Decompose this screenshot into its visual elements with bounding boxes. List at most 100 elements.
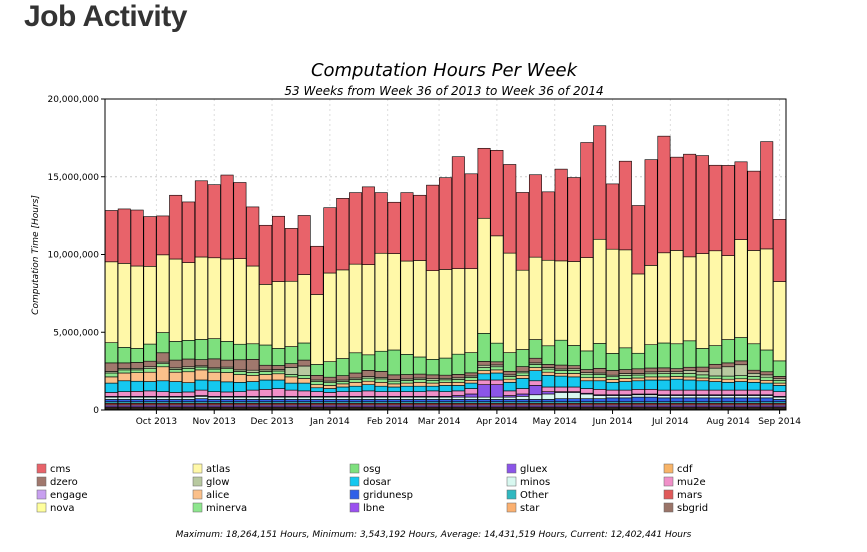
- bar-segment-atlas: [336, 269, 350, 359]
- bar-segment-atlas: [451, 268, 465, 355]
- bar-segment-minos: [336, 396, 350, 400]
- bar-segment-minos: [708, 395, 722, 399]
- bar-segment-mu2e: [528, 380, 542, 386]
- y-tick-label: 0: [93, 406, 99, 416]
- bar-segment-atlas: [606, 248, 620, 354]
- bar-segment-minos: [297, 396, 311, 400]
- bar-segment-glow: [477, 364, 491, 368]
- bar-segment-minos: [169, 396, 183, 400]
- bar-segment-alice: [464, 379, 478, 384]
- bar-segment-mu2e: [271, 388, 285, 397]
- bar-segment-minos: [310, 396, 324, 400]
- bar-segment-cms: [567, 177, 581, 262]
- legend-swatch-cdf: [663, 463, 674, 474]
- bar-segment-mu2e: [760, 389, 774, 396]
- bar-segment-alice: [387, 383, 401, 388]
- x-tick-label: Sep 2014: [758, 417, 801, 427]
- bar-segment-gridunesp: [490, 399, 504, 403]
- bar-segment-atlas: [143, 266, 157, 345]
- bar-segment-cms: [644, 159, 658, 266]
- bar-segment-atlas: [349, 263, 363, 354]
- bar-segment-minerva: [336, 381, 350, 385]
- bar-segment-minerva: [503, 376, 517, 380]
- bar-segment-dosar: [734, 381, 748, 391]
- bar-segment-alice: [683, 376, 697, 381]
- bar-segment-dosar: [567, 376, 581, 388]
- legend-label-mu2e: mu2e: [677, 477, 706, 488]
- bar-segment-alice: [631, 377, 645, 382]
- legend-label-star: star: [520, 503, 540, 514]
- bar-segment-alice: [670, 376, 684, 380]
- bar-segment-dzero: [657, 367, 671, 373]
- bar-segment-mu2e: [631, 389, 645, 395]
- bar-segment-minerva: [670, 372, 684, 377]
- bar-segment-dzero: [490, 361, 504, 366]
- bar-segment-dzero: [708, 363, 722, 369]
- bar-segment-dzero: [618, 369, 632, 374]
- bar-segment-gridunesp: [554, 398, 568, 403]
- legend-label-cms: cms: [50, 464, 70, 475]
- bar-segment-minos: [374, 396, 388, 400]
- legend-swatch-sbgrid: [663, 502, 674, 513]
- bar-segment-cms: [387, 201, 401, 254]
- bar-segment-mu2e: [503, 390, 517, 396]
- bar-segment-alice: [297, 378, 311, 384]
- x-tick-label: Dec 2013: [250, 417, 293, 427]
- bar-segment-cms: [182, 201, 195, 263]
- bar-segment-alice: [233, 374, 247, 383]
- bar-segment-osg: [554, 339, 568, 366]
- bar-segment-osg: [130, 348, 144, 363]
- bar-segment-alice: [156, 366, 170, 382]
- bar-segment-dzero: [117, 362, 131, 369]
- bar-segment-atlas: [541, 259, 555, 347]
- bar-segment-glow: [708, 367, 722, 377]
- bar-segment-cms: [169, 194, 183, 260]
- bar-segment-minos: [182, 396, 195, 400]
- bar-segment-atlas: [708, 250, 722, 346]
- bar-segment-dzero: [734, 360, 748, 366]
- bar-segment-dosar: [580, 380, 594, 389]
- bar-segment-atlas: [387, 253, 401, 351]
- bar-segment-gridunesp: [387, 399, 401, 403]
- bar-segment-alice: [657, 376, 671, 381]
- bar-segment-osg: [271, 348, 285, 366]
- bar-segment-dzero: [259, 364, 273, 371]
- bar-segment-alice: [503, 378, 517, 383]
- bar-segment-minos: [516, 396, 530, 400]
- bar-segment-atlas: [182, 262, 195, 341]
- bar-segment-dosar: [387, 386, 401, 392]
- bar-segment-gridunesp: [683, 397, 697, 403]
- bar-segment-dosar: [336, 386, 350, 392]
- bar-segment-osg: [541, 345, 555, 365]
- bar-segment-gridunesp: [606, 397, 620, 403]
- y-tick-label: 10,000,000: [47, 251, 99, 261]
- bar-segment-minerva: [657, 373, 671, 378]
- bar-segment-gluex: [528, 385, 542, 396]
- x-tick-label: Jun 2014: [592, 417, 633, 427]
- legend-label-glow: glow: [206, 477, 229, 488]
- bar-segment-minos: [387, 396, 401, 400]
- bar-segment-osg: [207, 338, 221, 360]
- bar-segment-cms: [451, 156, 465, 269]
- bar-segment-atlas: [644, 265, 658, 345]
- bar-segment-alice: [117, 372, 131, 382]
- bar-segment-dzero: [773, 376, 787, 380]
- bar-segment-minerva: [310, 381, 324, 385]
- bar-segment-gridunesp: [233, 399, 247, 403]
- bar-segment-gridunesp: [721, 397, 735, 403]
- bar-segment-cms: [400, 192, 414, 262]
- bar-segment-dzero: [760, 371, 774, 376]
- bar-segment-gridunesp: [156, 399, 170, 403]
- bar-segment-glow: [297, 365, 311, 376]
- bar-segment-mu2e: [413, 391, 427, 397]
- bar-segment-dosar: [143, 381, 157, 392]
- y-tick-label: 15,000,000: [47, 173, 99, 183]
- bar-segment-dosar: [104, 382, 118, 393]
- bar-segment-minerva: [721, 375, 735, 380]
- bar-segment-dosar: [349, 385, 363, 392]
- x-tick-label: Aug 2014: [707, 417, 751, 427]
- bar-segment-atlas: [117, 263, 131, 348]
- bar-segment-alice: [439, 382, 452, 386]
- legend-label-engage: engage: [50, 490, 87, 501]
- bar-segment-cms: [696, 155, 709, 254]
